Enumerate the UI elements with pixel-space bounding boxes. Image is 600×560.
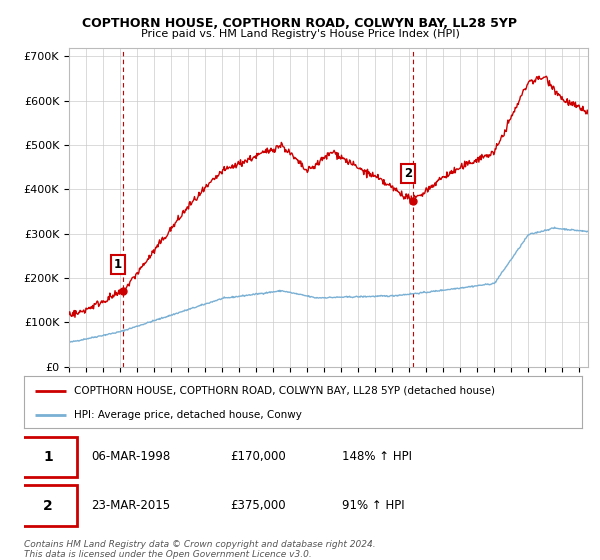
- FancyBboxPatch shape: [19, 486, 77, 526]
- Text: HPI: Average price, detached house, Conwy: HPI: Average price, detached house, Conw…: [74, 410, 302, 421]
- Text: 23-MAR-2015: 23-MAR-2015: [91, 499, 170, 512]
- Text: 1: 1: [43, 450, 53, 464]
- Text: £375,000: £375,000: [230, 499, 286, 512]
- Text: COPTHORN HOUSE, COPTHORN ROAD, COLWYN BAY, LL28 5YP (detached house): COPTHORN HOUSE, COPTHORN ROAD, COLWYN BA…: [74, 386, 495, 396]
- Text: Price paid vs. HM Land Registry's House Price Index (HPI): Price paid vs. HM Land Registry's House …: [140, 29, 460, 39]
- FancyBboxPatch shape: [19, 437, 77, 477]
- Text: 1: 1: [114, 258, 122, 272]
- Text: Contains HM Land Registry data © Crown copyright and database right 2024.
This d: Contains HM Land Registry data © Crown c…: [24, 540, 376, 559]
- Text: 2: 2: [404, 167, 412, 180]
- Text: COPTHORN HOUSE, COPTHORN ROAD, COLWYN BAY, LL28 5YP: COPTHORN HOUSE, COPTHORN ROAD, COLWYN BA…: [83, 17, 517, 30]
- Text: £170,000: £170,000: [230, 450, 286, 464]
- Text: 06-MAR-1998: 06-MAR-1998: [91, 450, 170, 464]
- Text: 148% ↑ HPI: 148% ↑ HPI: [342, 450, 412, 464]
- Text: 91% ↑ HPI: 91% ↑ HPI: [342, 499, 404, 512]
- Text: 2: 2: [43, 499, 53, 513]
